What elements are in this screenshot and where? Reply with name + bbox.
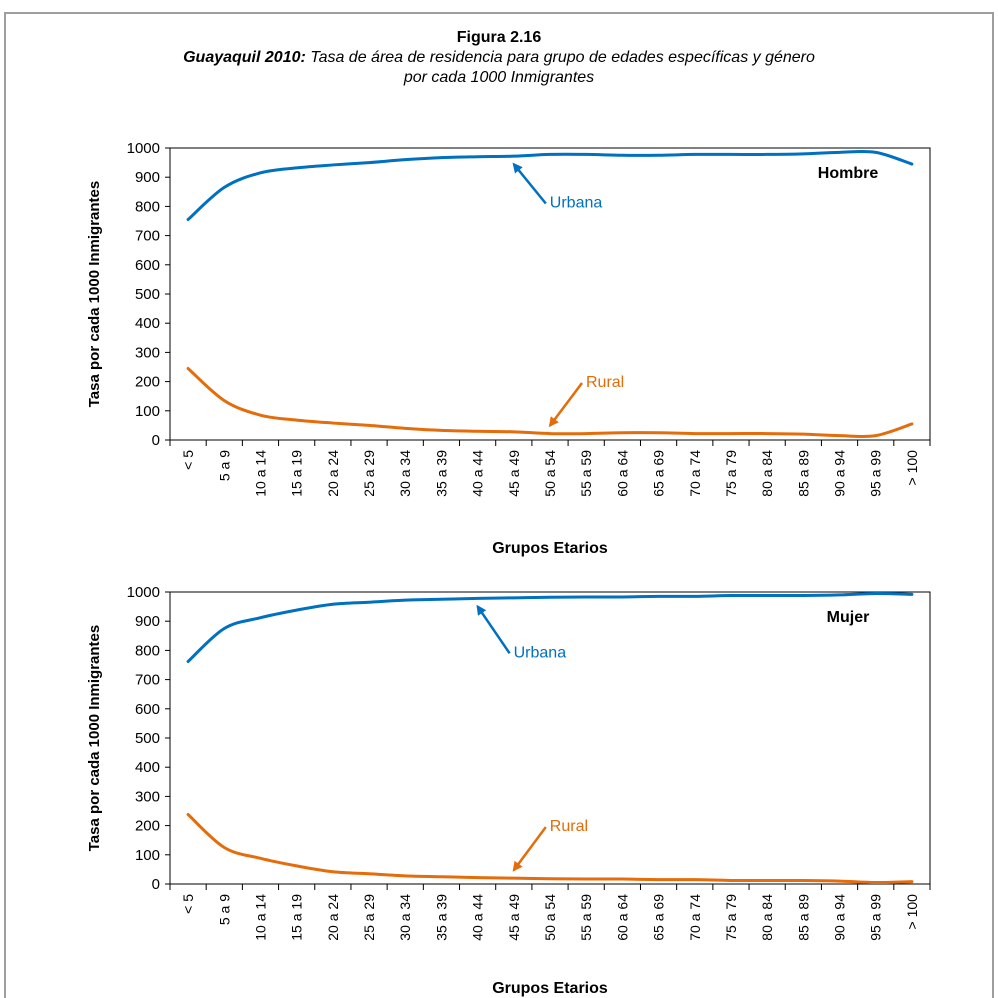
chart-2-x-tick-label: 55 a 59 xyxy=(578,894,594,941)
chart-1-x-tick-label: 40 a 44 xyxy=(470,450,486,497)
chart-2-x-tick-label: 10 a 14 xyxy=(252,894,268,941)
chart-1-y-tick-label: 1000 xyxy=(127,140,160,157)
chart-2-x-tick-label: 80 a 84 xyxy=(759,894,775,941)
chart-2-x-tick-label: 40 a 44 xyxy=(470,894,486,941)
chart-2-x-tick-label: 90 a 94 xyxy=(832,894,848,941)
chart-1-x-tick-label: 75 a 79 xyxy=(723,450,739,497)
figure-subtitle-line1: Tasa de área de residencia para grupo de… xyxy=(305,49,815,66)
chart-1-y-tick-label: 400 xyxy=(135,315,160,332)
chart-1-y-tick-label: 800 xyxy=(135,198,160,215)
chart-2-series-urbana-line xyxy=(186,591,914,663)
chart-2-y-tick-label: 400 xyxy=(135,759,160,776)
chart-2-x-tick-label: 70 a 74 xyxy=(687,894,703,941)
chart-1-x-tick-label: 70 a 74 xyxy=(687,450,703,497)
chart-2-annotation-rural-arrow xyxy=(512,826,547,872)
chart-2-x-tick-label: > 100 xyxy=(904,894,920,930)
chart-2-x-tick-label: 15 a 19 xyxy=(289,894,305,941)
chart-2-x-tick-label: 35 a 39 xyxy=(433,894,449,941)
chart-2-y-tick-label: 600 xyxy=(135,701,160,718)
chart-2-y-axis-label: Tasa por cada 1000 Inmigrantes xyxy=(86,625,103,852)
chart-2-annotation-rural-label: Rural xyxy=(550,818,588,835)
chart-1-x-tick-label: 25 a 29 xyxy=(361,450,377,497)
chart-1-x-tick-label: 65 a 69 xyxy=(651,450,667,497)
chart-2-x-tick-label: 20 a 24 xyxy=(325,894,341,941)
chart-2-y-tick-label: 0 xyxy=(152,876,160,893)
chart-2-series-rural-line xyxy=(186,813,914,885)
chart-1-annotation-urbana-arrow xyxy=(512,162,547,205)
chart-1-x-tick-label: 15 a 19 xyxy=(289,450,305,497)
chart-1-x-tick-label: 55 a 59 xyxy=(578,450,594,497)
chart-1-x-tick-label: > 100 xyxy=(904,450,920,486)
chart-2-y-tick-label: 500 xyxy=(135,730,160,747)
chart-2-y-tick-label: 200 xyxy=(135,818,160,835)
figure-frame xyxy=(4,12,994,998)
chart-1-x-tick-label: 5 a 9 xyxy=(216,450,232,481)
chart-1-x-tick-label: 80 a 84 xyxy=(759,450,775,497)
chart-2-x-axis-label: Grupos Etarios xyxy=(492,980,608,997)
chart-1-y-tick-label: 200 xyxy=(135,374,160,391)
chart-2-plot-area xyxy=(169,591,931,885)
chart-1-y-tick-label: 0 xyxy=(152,432,160,449)
chart-1-x-axis-label: Grupos Etarios xyxy=(492,540,608,557)
chart-1-y-tick-label: 300 xyxy=(135,344,160,361)
chart-1-annotation-rural-arrow xyxy=(548,382,583,428)
figure-subtitle: Guayaquil 2010: Tasa de área de residenc… xyxy=(0,48,998,88)
chart-1-x-tick-label: 85 a 89 xyxy=(795,450,811,497)
chart-1-series-rural-line xyxy=(186,366,914,439)
chart-1-x-tick-label: < 5 xyxy=(180,450,196,470)
chart-1-y-tick-label: 900 xyxy=(135,169,160,186)
figure-subtitle-place: Guayaquil 2010: xyxy=(183,49,306,66)
chart-2-panel-title: Mujer xyxy=(827,609,870,626)
chart-1-y-tick-label: 500 xyxy=(135,286,160,303)
chart-2-annotation-urbana-arrow xyxy=(476,604,511,655)
chart-1-plot-area xyxy=(169,147,931,441)
chart-1-x-tick-label: 50 a 54 xyxy=(542,450,558,497)
chart-1-x-tick-label: 60 a 64 xyxy=(614,450,630,497)
chart-1-x-tick-label: 10 a 14 xyxy=(252,450,268,497)
chart-2-y-tick-label: 300 xyxy=(135,788,160,805)
chart-1-x-tick-label: 30 a 34 xyxy=(397,450,413,497)
chart-1-x-tick-label: 90 a 94 xyxy=(832,450,848,497)
chart-2-x-tick-label: 85 a 89 xyxy=(795,894,811,941)
chart-2-x-tick-label: 60 a 64 xyxy=(614,894,630,941)
chart-1-x-tick-label: 35 a 39 xyxy=(433,450,449,497)
chart-2-x-tick-label: < 5 xyxy=(180,894,196,914)
chart-1-y-tick-label: 100 xyxy=(135,403,160,420)
chart-1-x-tick-label: 45 a 49 xyxy=(506,450,522,497)
figure-number: Figura 2.16 xyxy=(456,29,542,46)
figure-subtitle-line2: por cada 1000 Inmigrantes xyxy=(403,69,595,86)
chart-2-x-tick-label: 5 a 9 xyxy=(216,894,232,925)
chart-1-panel-title: Hombre xyxy=(818,165,879,182)
chart-2-y-tick-label: 900 xyxy=(135,613,160,630)
chart-1-y-tick-label: 700 xyxy=(135,228,160,245)
chart-1-series-urbana-line xyxy=(186,149,914,222)
chart-1-x-tick-label: 95 a 99 xyxy=(868,450,884,497)
chart-2-x-tick-label: 95 a 99 xyxy=(868,894,884,941)
chart-1-y-tick-label: 600 xyxy=(135,257,160,274)
chart-2-y-tick-label: 800 xyxy=(135,642,160,659)
chart-2-y-tick-label: 700 xyxy=(135,672,160,689)
chart-1-annotation-rural-label: Rural xyxy=(586,374,624,391)
chart-2-x-tick-label: 75 a 79 xyxy=(723,894,739,941)
chart-2-x-tick-label: 45 a 49 xyxy=(506,894,522,941)
chart-2-x-tick-label: 30 a 34 xyxy=(397,894,413,941)
chart-2-x-tick-label: 25 a 29 xyxy=(361,894,377,941)
chart-2-x-tick-label: 50 a 54 xyxy=(542,894,558,941)
chart-2-y-tick-label: 100 xyxy=(135,847,160,864)
figure-heading: Figura 2.16 Guayaquil 2010: Tasa de área… xyxy=(0,28,998,88)
chart-1-x-tick-label: 20 a 24 xyxy=(325,450,341,497)
chart-2-annotation-urbana-label: Urbana xyxy=(514,644,567,661)
chart-2-x-tick-label: 65 a 69 xyxy=(651,894,667,941)
chart-2-y-tick-label: 1000 xyxy=(127,584,160,601)
chart-1-y-axis-label: Tasa por cada 1000 Inmigrantes xyxy=(86,181,103,408)
chart-1-annotation-urbana-label: Urbana xyxy=(550,194,603,211)
